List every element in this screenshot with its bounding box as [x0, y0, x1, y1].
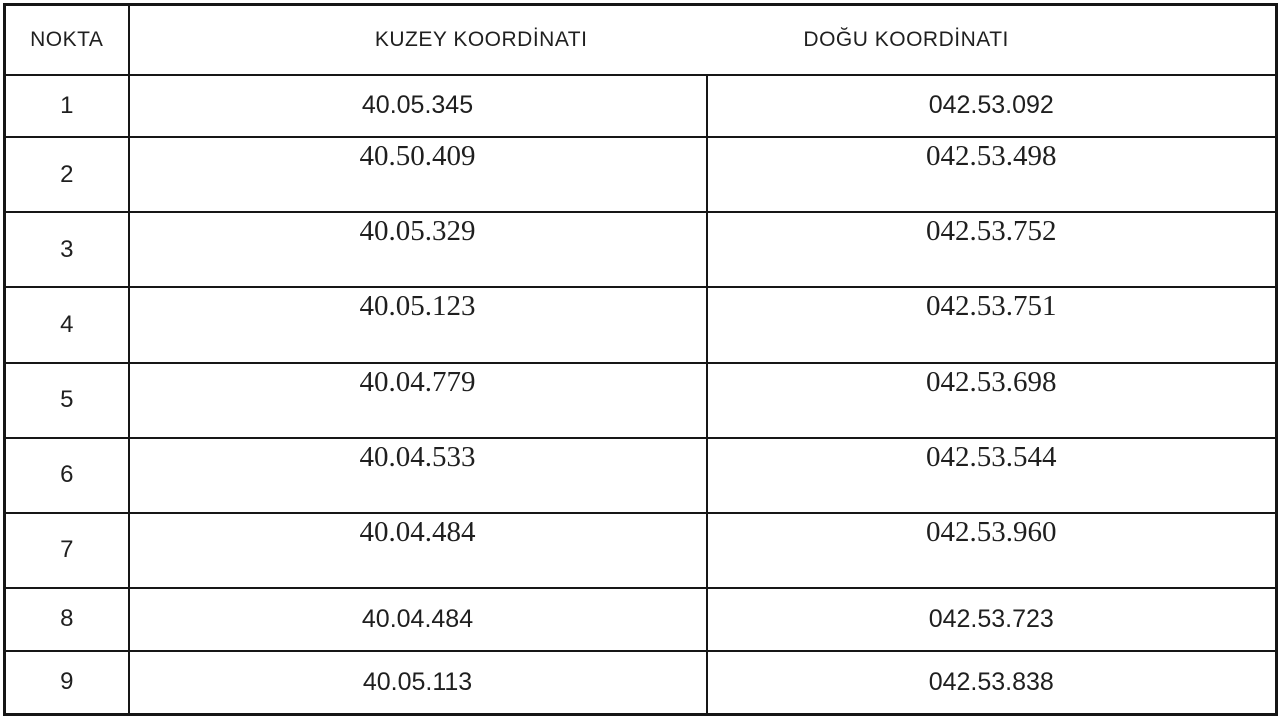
point-number-cell: 7 — [3, 511, 130, 589]
east-coordinate-cell: 042.53.498 — [705, 136, 1278, 214]
coords-table: NOKTA KUZEY KOORDİNATI DOĞU KOORDİNATI 1… — [3, 3, 1278, 716]
table-row: 2 40.50.409 042.53.498 — [3, 136, 1278, 214]
point-number-cell: 1 — [3, 73, 130, 139]
north-coordinate-cell: 40.05.123 — [127, 286, 708, 364]
point-number-cell: 3 — [3, 211, 130, 289]
east-coordinate-cell: 042.53.092 — [705, 73, 1278, 139]
header-dogu: DOĞU KOORDİNATI — [803, 27, 1009, 51]
east-coordinate-cell: 042.53.698 — [705, 361, 1278, 439]
east-coordinate-cell: 042.53.544 — [705, 436, 1278, 514]
east-coordinate-cell: 042.53.752 — [705, 211, 1278, 289]
north-coordinate-cell: 40.05.345 — [127, 73, 708, 139]
point-number-cell: 2 — [3, 136, 130, 214]
table-row: 6 40.04.533 042.53.544 — [3, 436, 1278, 514]
table-row: 5 40.04.779 042.53.698 — [3, 361, 1278, 439]
table-row: 1 40.05.345 042.53.092 — [3, 73, 1278, 139]
north-coordinate-cell: 40.50.409 — [127, 136, 708, 214]
table-row: 8 40.04.484 042.53.723 — [3, 586, 1278, 652]
east-coordinate-cell: 042.53.723 — [705, 586, 1278, 652]
point-number-cell: 4 — [3, 286, 130, 364]
east-coordinate-cell: 042.53.751 — [705, 286, 1278, 364]
point-number-cell: 8 — [3, 586, 130, 652]
header-coordinates: KUZEY KOORDİNATI DOĞU KOORDİNATI — [127, 3, 1278, 76]
header-kuzey: KUZEY KOORDİNATI — [374, 27, 588, 51]
north-coordinate-cell: 40.04.779 — [127, 361, 708, 439]
north-coordinate-cell: 40.04.533 — [127, 436, 708, 514]
north-coordinate-cell: 40.05.329 — [127, 211, 708, 289]
east-coordinate-cell: 042.53.838 — [705, 649, 1278, 716]
point-number-cell: 9 — [3, 649, 130, 716]
table-row: 3 40.05.329 042.53.752 — [3, 211, 1278, 289]
east-coordinate-cell: 042.53.960 — [705, 511, 1278, 589]
north-coordinate-cell: 40.04.484 — [127, 511, 708, 589]
north-coordinate-cell: 40.04.484 — [127, 586, 708, 652]
point-number-cell: 6 — [3, 436, 130, 514]
north-coordinate-cell: 40.05.113 — [127, 649, 708, 716]
point-number-cell: 5 — [3, 361, 130, 439]
header-nokta: NOKTA — [3, 3, 130, 76]
header-row: NOKTA KUZEY KOORDİNATI DOĞU KOORDİNATI — [3, 3, 1278, 76]
table-row: 7 40.04.484 042.53.960 — [3, 511, 1278, 589]
table-row: 9 40.05.113 042.53.838 — [3, 649, 1278, 716]
table-row: 4 40.05.123 042.53.751 — [3, 286, 1278, 364]
